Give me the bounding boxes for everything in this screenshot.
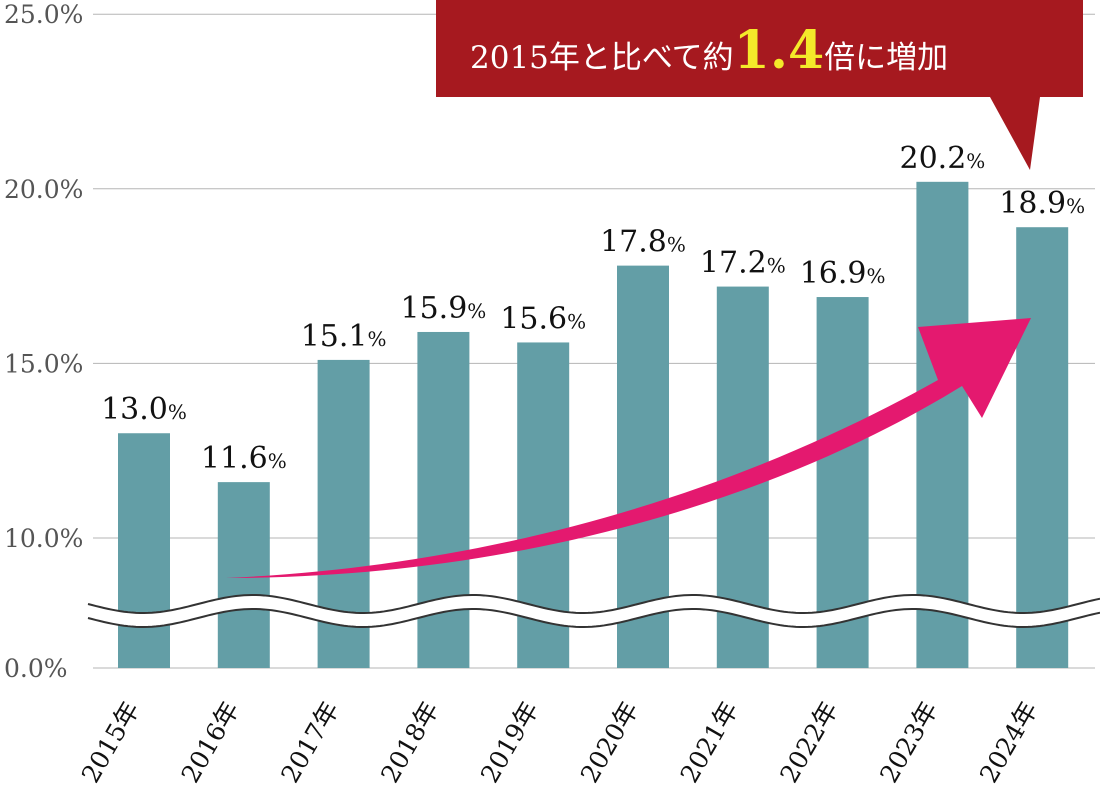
bar-value-number: 17.8 [600, 225, 667, 260]
bar-value-label: 11.6% [201, 441, 287, 476]
x-tick-label: 2020年 [575, 697, 644, 788]
bar-value-unit: % [168, 400, 187, 424]
callout-background [436, 0, 1083, 170]
bar-value-labels: 13.0%11.6%15.1%15.9% 15.6%17.8%17.2% 16.9%… [101, 141, 1085, 476]
bar [118, 433, 170, 668]
trend-arrow-shape [226, 318, 1031, 578]
bar [916, 181, 969, 669]
x-tick-label: 2017年 [275, 697, 344, 788]
y-axis-tick-labels: 0.0% 10.0% 15.0% 20.0% 25.0% [4, 0, 83, 683]
x-tick-label: 2021年 [675, 697, 744, 788]
bar-value-number: 20.2 [899, 141, 966, 176]
x-tick-label: 2024年 [974, 697, 1043, 788]
bar-value-number: 18.9 [999, 186, 1066, 221]
bar-value-unit: % [866, 264, 885, 288]
bar-value-unit: % [667, 233, 686, 257]
bar-value-unit: % [966, 149, 985, 173]
bar-value-number: 15.1 [301, 319, 368, 354]
bar-value-label: 17.2% [700, 246, 786, 281]
bar-value-number: 15.9 [400, 291, 467, 326]
bar-value-label: 20.2% [899, 141, 985, 176]
callout-banner: 2015年と比べて約1.4倍に増加 [436, 0, 1083, 170]
x-tick-label: 2019年 [475, 697, 544, 788]
bar-value-number: 13.0 [101, 392, 168, 427]
callout-text-before: 2015年と比べて約 [470, 40, 734, 76]
x-tick-label: 2023年 [874, 697, 943, 788]
bar-value-number: 15.6 [500, 301, 567, 336]
break-line-bottom [87, 607, 1100, 629]
bar-value-label: 15.9% [400, 291, 486, 326]
callout-text-after: 倍に増加 [824, 40, 948, 76]
y-tick-label: 0.0% [4, 654, 68, 683]
x-axis-tick-labels: 2015年 2016年 2017年 2018年 2019年 2020年 2021年 2022年… [76, 697, 1044, 788]
bar-value-number: 16.9 [800, 256, 867, 291]
bar-value-unit: % [268, 449, 287, 473]
bar-value-number: 17.2 [700, 246, 767, 281]
bar-value-unit: % [567, 309, 586, 333]
callout-text: 2015年と比べて約1.4倍に増加 [470, 20, 948, 81]
x-tick-label: 2018年 [375, 697, 444, 788]
bar-value-label: 15.1% [301, 319, 387, 354]
break-band [88, 595, 1100, 627]
x-tick-label: 2016年 [176, 697, 245, 788]
bar-value-label: 16.9% [800, 256, 886, 291]
bar-value-number: 11.6 [201, 441, 268, 476]
axis-break-wave [87, 593, 1100, 629]
bar [1016, 227, 1069, 668]
trend-arrow [226, 318, 1031, 578]
bar-value-unit: % [1066, 194, 1085, 218]
y-tick-label: 25.0% [4, 0, 83, 29]
bar [417, 331, 470, 668]
bar [217, 482, 270, 668]
y-tick-label: 10.0% [4, 524, 83, 553]
bar-value-unit: % [367, 327, 386, 351]
callout-highlight-number: 1.4 [734, 20, 824, 81]
x-tick-label: 2022年 [774, 697, 843, 788]
y-tick-label: 15.0% [4, 349, 83, 378]
y-tick-label: 20.0% [4, 175, 83, 204]
bar-value-label: 13.0% [101, 392, 187, 427]
x-tick-label: 2015年 [76, 697, 145, 788]
bar-value-label: 17.8% [600, 225, 686, 260]
bar-value-unit: % [467, 299, 486, 323]
bar-value-label: 15.6% [500, 301, 586, 336]
bar-value-unit: % [767, 254, 786, 278]
break-line-top [87, 593, 1100, 615]
bar-value-label: 18.9% [999, 186, 1085, 221]
